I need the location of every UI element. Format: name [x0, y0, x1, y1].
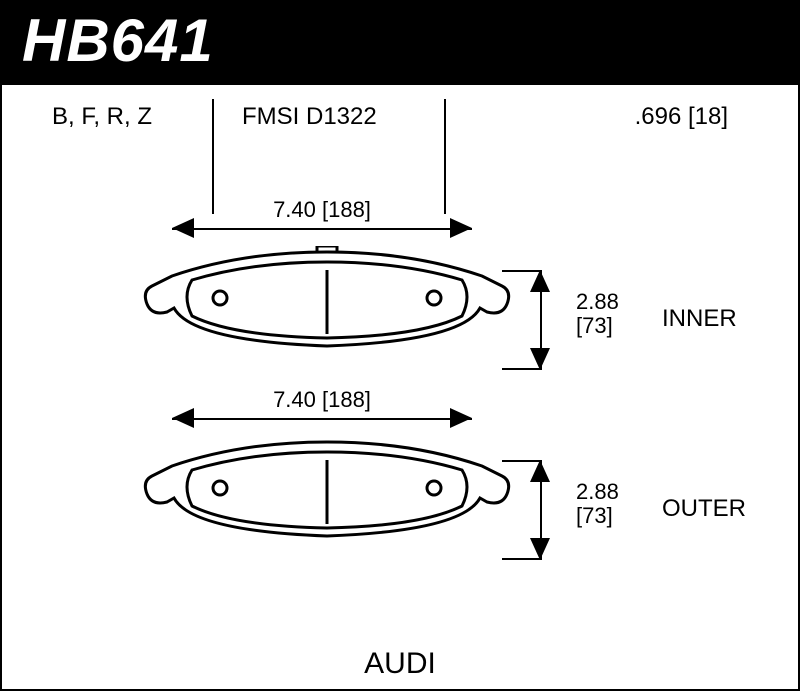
- thickness-spec: .696 [18]: [446, 95, 768, 139]
- header-bar: HB641: [2, 0, 798, 85]
- outer-height-value: 2.88 [73]: [576, 480, 619, 528]
- fmsi-code: FMSI D1322: [214, 95, 444, 139]
- inner-label: INNER: [662, 305, 737, 333]
- arrow-right-icon: [450, 218, 472, 238]
- part-number: HB641: [22, 7, 214, 74]
- arrow-up-icon: [530, 460, 550, 482]
- spec-sheet: HB641 B, F, R, Z FMSI D1322 .696 [18] 7.…: [0, 0, 800, 691]
- arrow-up-icon: [530, 270, 550, 292]
- spec-row: B, F, R, Z FMSI D1322 .696 [18]: [2, 85, 798, 214]
- inner-height-value: 2.88 [73]: [576, 290, 619, 338]
- diagram-area: 7.40 [188]: [2, 210, 798, 639]
- arrow-down-icon: [530, 348, 550, 370]
- outer-pad-drawing: [142, 436, 512, 546]
- outer-height-dimension: [522, 460, 562, 560]
- inner-pad-assembly: 7.40 [188]: [142, 210, 512, 356]
- outer-width-dimension: 7.40 [188]: [172, 400, 472, 436]
- outer-width-value: 7.40 [188]: [252, 387, 392, 413]
- outer-pad-assembly: 7.40 [188]: [142, 400, 512, 546]
- compound-codes: B, F, R, Z: [52, 95, 212, 139]
- inner-pad-drawing: [142, 246, 512, 356]
- arrow-down-icon: [530, 538, 550, 560]
- inner-height-dimension: [522, 270, 562, 370]
- arrow-left-icon: [172, 408, 194, 428]
- inner-width-value: 7.40 [188]: [252, 197, 392, 223]
- brand-label: AUDI: [2, 647, 798, 681]
- arrow-left-icon: [172, 218, 194, 238]
- inner-width-dimension: 7.40 [188]: [172, 210, 472, 246]
- outer-label: OUTER: [662, 495, 746, 523]
- arrow-right-icon: [450, 408, 472, 428]
